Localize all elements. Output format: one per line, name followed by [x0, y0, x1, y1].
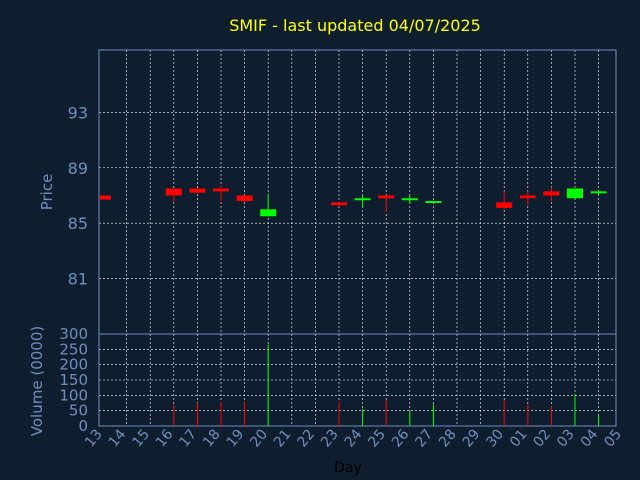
- candle-body: [401, 198, 418, 201]
- price-axis-ticks: 93 89 85 81: [68, 103, 88, 288]
- candle-body: [590, 191, 607, 194]
- candle-body: [567, 188, 583, 199]
- volume-grid: [99, 334, 616, 426]
- x-tick-label: 21: [271, 426, 295, 450]
- volume-tick-label: 100: [59, 386, 88, 404]
- x-tick-label: 05: [601, 426, 625, 450]
- price-tick-label: 81: [68, 270, 88, 289]
- candles: [100, 185, 607, 217]
- x-tick-label: 20: [247, 426, 271, 450]
- x-tick-label: 01: [507, 426, 531, 450]
- candle-body: [543, 191, 560, 196]
- x-tick-label: 23: [318, 426, 342, 450]
- candle-body: [189, 188, 206, 193]
- x-tick-label: 16: [153, 426, 177, 450]
- volume-tick-label: 150: [59, 371, 88, 389]
- x-axis-label: Day: [334, 460, 362, 476]
- candle-body: [378, 195, 395, 199]
- volume-tick-label: 250: [59, 340, 88, 358]
- candle-body: [260, 209, 277, 217]
- price-tick-label: 89: [68, 159, 88, 178]
- x-tick-label: 29: [460, 426, 484, 450]
- volume-axis-label: Volume (0000): [28, 326, 46, 436]
- volume-tick-label: 0: [78, 417, 88, 435]
- x-tick-label: 30: [483, 426, 507, 450]
- x-tick-label: 04: [578, 426, 602, 450]
- volume-bars: [173, 344, 600, 426]
- volume-tick-label: 300: [59, 325, 88, 343]
- candle-body: [331, 202, 347, 206]
- candle-body: [519, 195, 536, 199]
- x-tick-label: 15: [129, 426, 153, 450]
- candle-body: [496, 202, 513, 208]
- x-tick-label: 02: [530, 426, 554, 450]
- volume-tick-label: 50: [69, 402, 88, 420]
- x-tick-label: 27: [412, 426, 436, 450]
- price-axis-label: Price: [38, 174, 56, 211]
- x-tick-label: 28: [436, 426, 460, 450]
- x-tick-label: 03: [554, 426, 578, 450]
- x-tick-label: 26: [389, 426, 413, 450]
- x-tick-label: 18: [200, 426, 224, 450]
- volume-tick-label: 200: [59, 356, 88, 374]
- x-tick-label: 25: [365, 426, 389, 450]
- price-tick-label: 85: [68, 214, 88, 233]
- candle-body: [425, 201, 442, 204]
- x-tick-label: 24: [342, 426, 366, 450]
- x-tick-label: 14: [106, 426, 130, 450]
- x-tick-label: 17: [176, 426, 200, 450]
- chart-title: SMIF - last updated 04/07/2025: [229, 16, 481, 35]
- candle-body: [100, 195, 111, 200]
- candle-body: [213, 188, 229, 192]
- candle-body: [165, 188, 182, 196]
- volume-plot-frame: [98, 333, 617, 427]
- candle-body: [236, 195, 253, 202]
- x-tick-label: 22: [294, 426, 318, 450]
- price-tick-label: 93: [68, 103, 88, 122]
- candle-body: [354, 198, 371, 201]
- x-tick-label: 19: [224, 426, 248, 450]
- x-axis-ticks: 13 14 15 16 17 18 19 20 21 22 23 24 25 26 27 28 29 30 01 02…: [82, 426, 625, 450]
